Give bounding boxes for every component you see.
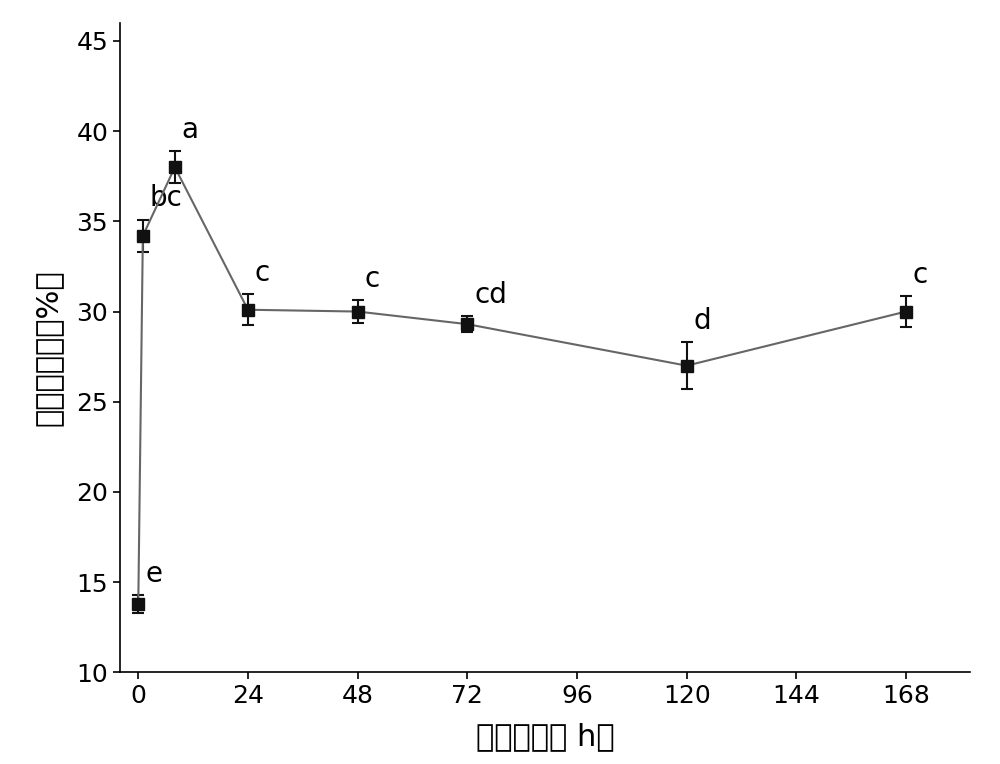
Text: a: a	[182, 116, 199, 144]
Text: cd: cd	[474, 281, 507, 309]
Text: d: d	[694, 307, 711, 335]
Y-axis label: 加压失水率（%）: 加压失水率（%）	[33, 269, 62, 426]
X-axis label: 孰后时间（ h）: 孰后时间（ h）	[476, 722, 614, 751]
Text: c: c	[364, 264, 380, 293]
Text: c: c	[255, 259, 270, 287]
Text: e: e	[145, 559, 162, 588]
Text: c: c	[913, 261, 928, 289]
Text: bc: bc	[150, 184, 183, 212]
